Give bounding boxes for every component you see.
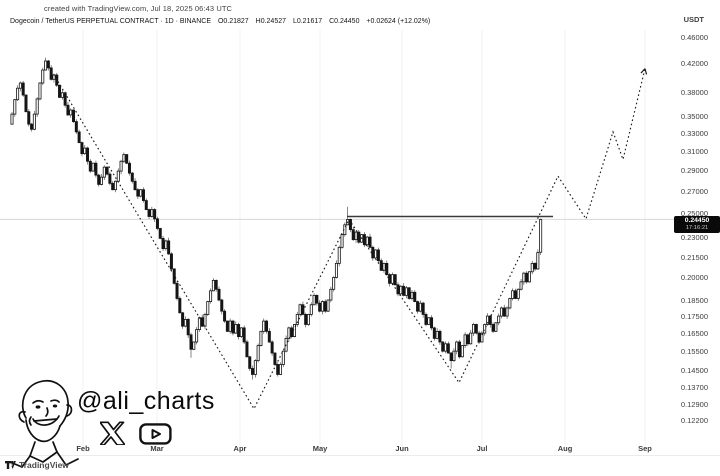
price-tick-label: 0.16500: [680, 329, 708, 339]
currency-label: USDT: [683, 15, 704, 24]
month-label: May: [312, 444, 328, 453]
watermark-handle: @ali_charts: [77, 387, 215, 415]
month-label: Mar: [150, 444, 164, 453]
month-label: Jul: [476, 444, 488, 453]
price-tick-label: 0.38000: [680, 87, 708, 97]
price-tick-label: 0.17500: [680, 312, 708, 322]
price-tick-label: 0.23000: [680, 233, 708, 243]
candle-bodies: [10, 60, 543, 375]
price-tick-label: 0.29000: [680, 166, 708, 176]
month-label: Sep: [638, 444, 652, 453]
price-tick-label: 0.20000: [680, 273, 708, 283]
created-with-caption: created with TradingView.com, Jul 18, 20…: [44, 4, 233, 13]
price-tick-label: 0.31000: [680, 146, 708, 156]
price-tick-label: 0.12900: [680, 400, 708, 410]
month-label: Feb: [76, 444, 90, 453]
trend-path: [46, 62, 646, 410]
ohlc-close: C0.24450: [329, 18, 360, 25]
trend-arrowhead: [644, 68, 648, 75]
candle-wicks: [11, 57, 541, 380]
ohlc-change: +0.02624 (+12.02%): [366, 18, 431, 25]
current-price-value: 0.24450: [684, 216, 710, 224]
month-label: Jun: [395, 444, 409, 453]
month-label: Aug: [557, 444, 573, 453]
face-sketch-icon: [9, 380, 79, 468]
tradingview-logo-text: TradingView: [19, 460, 69, 470]
current-price-badge: 0.24450 17:16:21: [674, 216, 720, 233]
ohlc-high: H0.24527: [255, 18, 286, 25]
youtube-logo-icon: [139, 423, 172, 445]
trend-arrowhead: [640, 68, 646, 74]
ohlc-open: O0.21827: [217, 18, 249, 25]
price-tick-label: 0.15500: [680, 347, 708, 357]
price-tick-label: 0.27000: [680, 186, 708, 196]
symbol-title: Dogecoin / TetherUS PERPETUAL CONTRACT ·…: [10, 18, 211, 25]
price-tick-label: 0.18500: [680, 296, 708, 306]
month-gridlines: [82, 30, 646, 452]
price-tick-label: 0.21500: [680, 252, 708, 262]
price-tick-label: 0.46000: [680, 32, 708, 42]
price-tick-label: 0.14500: [680, 366, 708, 376]
symbol-info-bar: Dogecoin / TetherUS PERPETUAL CONTRACT ·…: [10, 18, 435, 25]
ohlc-low: L0.21617: [292, 18, 323, 25]
price-tick-label: 0.42000: [680, 59, 708, 69]
price-tick-label: 0.12200: [680, 416, 708, 426]
tradingview-logo-icon: [5, 460, 16, 469]
price-tick-label: 0.33000: [680, 128, 708, 138]
tradingview-attribution[interactable]: TradingView: [5, 460, 69, 470]
price-tick-label: 0.35000: [680, 111, 708, 121]
month-label: Apr: [233, 444, 247, 453]
bar-countdown: 17:16:21: [685, 224, 709, 231]
price-tick-label: 0.13700: [680, 382, 708, 392]
x-logo-icon: [100, 421, 125, 445]
price-tick-label: 0.25000: [680, 209, 708, 218]
